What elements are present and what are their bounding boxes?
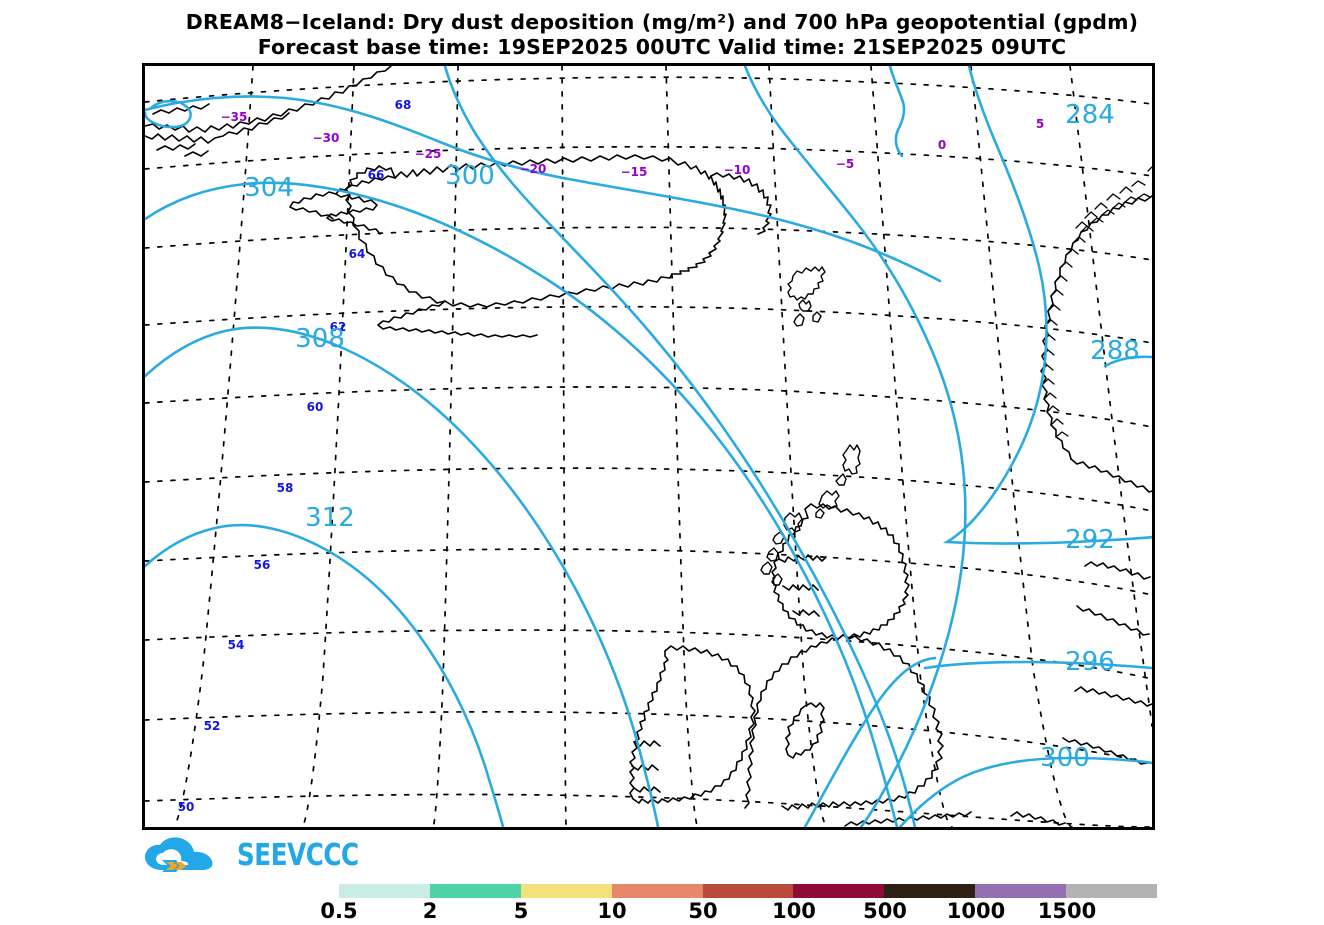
contour-label: 300 [445, 161, 495, 191]
colorbar-segment [884, 884, 976, 898]
map-canvas: −35 −30 −25 −20 −15 −10 −5 0 5 68 66 64 … [145, 66, 1152, 827]
lat-label: 58 [277, 481, 294, 495]
lat-label: 52 [204, 719, 221, 733]
colorbar-tick: 5 [513, 899, 529, 923]
graticule-meridians [172, 66, 1152, 827]
colorbar-tick: 10 [597, 899, 627, 923]
cloud-icon [145, 837, 213, 872]
lat-label: 56 [254, 558, 271, 572]
lat-label: 64 [349, 247, 366, 261]
lon-label: −35 [221, 110, 248, 124]
contour-label: 288 [1090, 336, 1140, 366]
lon-label: −10 [724, 163, 751, 177]
colorbar-legend: 0.5 2 5 10 50 100 500 1000 1500 [248, 884, 1158, 925]
longitude-labels: −35 −30 −25 −20 −15 −10 −5 0 5 [221, 110, 1045, 179]
colorbar-segment [338, 884, 430, 898]
lat-label: 54 [228, 638, 245, 652]
contour-label: 296 [1065, 647, 1115, 677]
colorbar-swatches [248, 884, 1158, 898]
colorbar-segment [611, 884, 703, 898]
lon-label: −20 [520, 162, 547, 176]
contour-label: 292 [1065, 525, 1115, 555]
lat-label: 68 [395, 98, 412, 112]
chart-title-block: DREAM8−Iceland: Dry dust deposition (mg/… [0, 10, 1324, 60]
lat-label: 62 [330, 320, 347, 334]
contour-label: 284 [1065, 100, 1115, 130]
latitude-labels: 68 66 64 62 60 58 56 54 52 50 [178, 98, 412, 814]
lat-label: 66 [368, 168, 385, 182]
colorbar-tick: 1500 [1037, 899, 1097, 923]
contour-value-labels: 304 300 308 312 284 288 292 296 300 [244, 100, 1140, 773]
lon-label: −25 [415, 147, 442, 161]
colorbar-segment [702, 884, 794, 898]
contour-label: 308 [295, 324, 345, 354]
colorbar-tick: 100 [772, 899, 816, 923]
colorbar-segment [1066, 884, 1158, 898]
lon-label: −5 [836, 157, 854, 171]
contour-label: 300 [1040, 743, 1090, 773]
colorbar-tick: 500 [863, 899, 907, 923]
geopotential-contours [145, 66, 1152, 827]
colorbar-tick-labels: 0.5 2 5 10 50 100 500 1000 1500 [248, 899, 1157, 925]
colorbar-segment [520, 884, 612, 898]
colorbar-segment [793, 884, 885, 898]
colorbar-tick: 50 [688, 899, 718, 923]
lat-label: 50 [178, 800, 195, 814]
seevccc-wordmark: SEEVCCC [237, 838, 359, 873]
colorbar-tick: 1000 [946, 899, 1006, 923]
lon-label: 0 [938, 138, 946, 152]
chart-subtitle: Forecast base time: 19SEP2025 00UTC Vali… [257, 35, 1067, 59]
seevccc-logo[interactable]: SEEVCCC [142, 836, 362, 876]
map-plot-area: −35 −30 −25 −20 −15 −10 −5 0 5 68 66 64 … [142, 63, 1155, 830]
contour-label: 312 [305, 503, 355, 533]
colorbar-segment [975, 884, 1067, 898]
lon-label: −30 [313, 131, 340, 145]
lat-label: 60 [307, 400, 324, 414]
colorbar-segment [248, 884, 339, 898]
graticule-parallels [145, 76, 1152, 827]
colorbar-segment [429, 884, 521, 898]
contour-label: 304 [244, 173, 294, 203]
page-title: DREAM8−Iceland: Dry dust deposition (mg/… [185, 10, 1139, 34]
coastlines [145, 66, 1152, 827]
colorbar-tick: 2 [422, 899, 438, 923]
lon-label: −15 [621, 165, 648, 179]
lon-label: 5 [1036, 117, 1044, 131]
colorbar-tick: 0.5 [320, 899, 358, 923]
